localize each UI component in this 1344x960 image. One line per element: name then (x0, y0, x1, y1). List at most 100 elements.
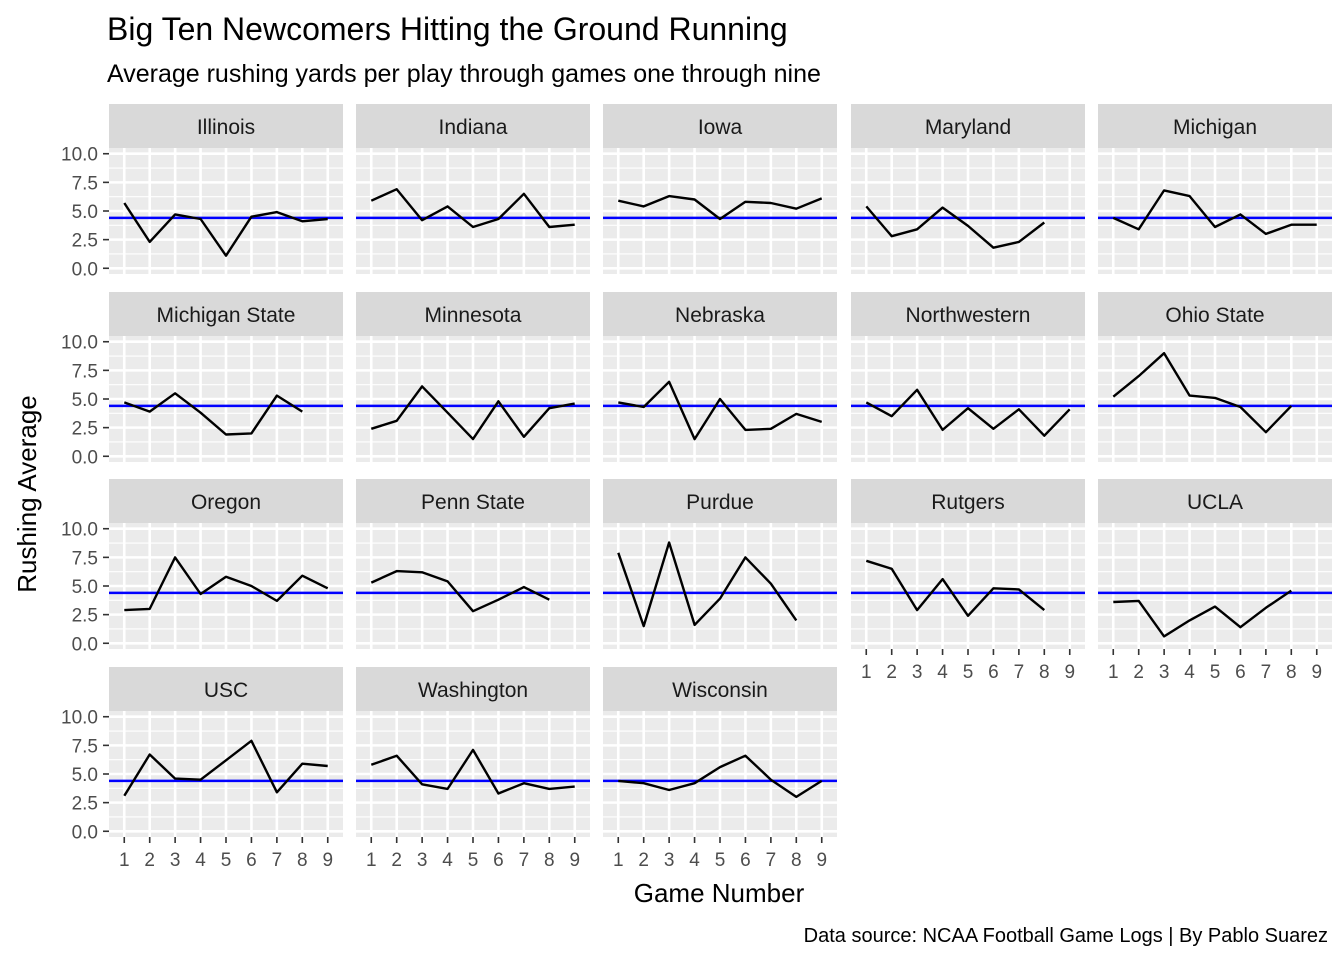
series-line (370, 385, 575, 441)
y-tick-label: 0.0 (72, 822, 98, 843)
facet-strip-label: Maryland (925, 116, 1011, 139)
facet-strip-label: Iowa (698, 116, 743, 139)
x-tick-label: 6 (493, 850, 504, 871)
facet-strip (603, 104, 837, 148)
facet-strip (603, 479, 837, 523)
facet-strip (851, 292, 1085, 336)
series-line (124, 556, 329, 612)
x-tick-label: 6 (1235, 662, 1246, 683)
facet-usc: USC 0.0 2.5 5.0 7.5 10.0 1 2 3 4 5 6 7 8 9 (61, 667, 343, 871)
facet-ohio-state: Ohio State (1098, 292, 1332, 462)
facet-purdue: Purdue (603, 479, 837, 649)
facet-indiana: Indiana (356, 104, 590, 274)
facet-maryland: Maryland (851, 104, 1085, 274)
facet-penn-state: Penn State (356, 479, 590, 649)
x-axis-title: Game Number (634, 878, 805, 908)
y-tick-label: 0.0 (72, 447, 98, 468)
x-tick-label: 7 (1014, 662, 1025, 683)
x-tick-label: 4 (689, 850, 700, 871)
y-tick-label: 7.5 (72, 173, 98, 194)
y-tick-label: 5.0 (72, 202, 98, 223)
facet-strip (109, 479, 343, 523)
y-tick-label: 7.5 (72, 548, 98, 569)
x-tick-label: 7 (1261, 662, 1272, 683)
x-tick-label: 1 (613, 850, 624, 871)
facet-strip-label: UCLA (1187, 491, 1243, 514)
x-tick-label: 1 (119, 850, 130, 871)
facet-illinois: Illinois 0.0 2.5 5.0 7.5 10.0 (61, 104, 343, 280)
y-tick-label: 10.0 (61, 145, 98, 166)
y-tick-label: 10.0 (61, 333, 98, 354)
x-tick-label: 5 (963, 662, 974, 683)
x-tick-label: 9 (569, 850, 580, 871)
series-line (618, 380, 823, 441)
facet-strip (1098, 104, 1332, 148)
y-tick-label: 7.5 (72, 361, 98, 382)
series-line (370, 569, 550, 613)
x-tick-label: 9 (1311, 662, 1322, 683)
series-line (617, 541, 798, 628)
y-tick-label: 10.0 (61, 520, 98, 541)
series-line (123, 739, 328, 797)
facet-washington: Washington 1 2 3 4 5 6 7 8 9 (356, 667, 590, 871)
y-tick-label: 5.0 (72, 390, 98, 411)
facet-rutgers: Rutgers 1 2 3 4 5 6 7 8 9 (851, 479, 1085, 683)
y-tick-label: 0.0 (72, 634, 98, 655)
x-tick-label: 5 (1210, 662, 1221, 683)
facet-strip-label: Michigan (1173, 116, 1257, 139)
facet-iowa: Iowa (603, 104, 837, 274)
x-tick-label: 2 (391, 850, 402, 871)
x-tick-label: 7 (766, 850, 777, 871)
y-tick-label: 2.5 (72, 794, 98, 815)
x-tick-label: 8 (544, 850, 555, 871)
facet-minnesota: Minnesota (356, 292, 590, 462)
x-tick-label: 2 (144, 850, 155, 871)
x-tick-label: 4 (442, 850, 453, 871)
x-tick-label: 2 (886, 662, 897, 683)
facet-strip-label: Illinois (197, 116, 255, 139)
x-tick-label: 9 (816, 850, 827, 871)
facet-strip (851, 104, 1085, 148)
facet-strip (1098, 479, 1332, 523)
y-tick-label: 7.5 (72, 736, 98, 757)
facet-strip-label: Penn State (421, 491, 525, 514)
facet-strip-label: Michigan State (157, 304, 296, 327)
x-tick-label: 5 (468, 850, 479, 871)
x-tick-label: 1 (861, 662, 872, 683)
facet-strip-label: Rutgers (931, 491, 1005, 514)
x-tick-label: 1 (1108, 662, 1119, 683)
y-tick-label: 10.0 (61, 708, 98, 729)
facet-strip-label: Washington (418, 679, 528, 702)
x-tick-label: 3 (912, 662, 923, 683)
facet-michigan: Michigan (1098, 104, 1332, 274)
facet-strip-label: Purdue (686, 491, 754, 514)
series-line (865, 388, 1071, 437)
x-tick-label: 3 (664, 850, 675, 871)
y-tick-label: 5.0 (72, 765, 98, 786)
facet-strip (603, 292, 837, 336)
series-line (370, 187, 575, 229)
series-line (865, 205, 1046, 249)
facet-michigan-state: Michigan State 0.0 2.5 5.0 7.5 10.0 (61, 292, 343, 468)
chart-subtitle: Average rushing yards per play through g… (107, 60, 821, 88)
facet-wisconsin: Wisconsin 1 2 3 4 5 6 7 8 9 (603, 667, 837, 871)
facet-strip-label: Northwestern (906, 304, 1031, 327)
facet-strip-label: Oregon (191, 491, 261, 514)
x-tick-label: 1 (366, 850, 377, 871)
facet-northwestern: Northwestern (851, 292, 1085, 462)
x-tick-label: 4 (1184, 662, 1195, 683)
chart-caption: Data source: NCAA Football Game Logs | B… (804, 925, 1328, 947)
facet-strip (109, 292, 343, 336)
series-line (123, 392, 303, 436)
facet-strip-label: USC (204, 679, 248, 702)
facet-strip (851, 479, 1085, 523)
x-tick-label: 3 (1159, 662, 1170, 683)
x-tick-label: 9 (322, 850, 333, 871)
y-tick-label: 2.5 (72, 231, 98, 252)
series-line (1112, 352, 1293, 434)
series-line (1113, 589, 1292, 638)
x-tick-label: 7 (519, 850, 530, 871)
y-tick-label: 5.0 (72, 577, 98, 598)
